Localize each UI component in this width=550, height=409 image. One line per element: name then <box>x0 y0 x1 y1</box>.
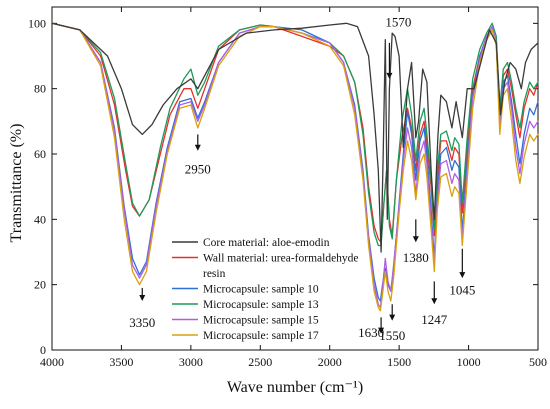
legend-label-3: Microcapsule: sample 10 <box>203 284 319 296</box>
y-tick-label: 80 <box>34 82 46 96</box>
y-tick-label: 100 <box>28 16 46 30</box>
legend-label-4: Microcapsule: sample 13 <box>203 299 319 311</box>
legend-label-2-cont: resin <box>203 268 226 280</box>
legend-label-6: Microcapsule: sample 17 <box>203 330 319 342</box>
annotation-label: 1380 <box>403 250 429 265</box>
annotation-label: 3350 <box>129 315 155 330</box>
series-layer <box>51 22 539 312</box>
legend-label-1: Core material: aloe-emodin <box>203 237 330 249</box>
annotation-arrowhead <box>194 144 201 151</box>
annotation-arrowhead <box>431 298 438 305</box>
annotation-label: 1630 <box>358 325 384 340</box>
series-line-6 <box>51 22 539 312</box>
annotation-arrowhead <box>459 272 466 279</box>
axes: 4000 3500 3000 2500 2000 1500 1000 500 0 20 40 60 80… <box>28 6 547 369</box>
annotation-arrowhead <box>386 72 393 79</box>
y-tick-label: 40 <box>34 212 46 226</box>
legend-label-5: Microcapsule: sample 15 <box>203 315 319 327</box>
x-tick-label: 3500 <box>109 355 133 369</box>
y-tick-label: 60 <box>34 147 46 161</box>
x-tick-label: 500 <box>529 355 547 369</box>
annotation-label: 1247 <box>421 312 448 327</box>
annotation-label: 1550 <box>379 328 405 343</box>
series-line-1 <box>51 22 539 253</box>
x-axis-label: Wave number (cm⁻¹) <box>227 379 363 396</box>
series-line-4 <box>51 22 539 247</box>
plot-frame <box>51 6 539 351</box>
annotation-arrowhead <box>378 327 385 334</box>
x-tick-label: 4000 <box>40 355 64 369</box>
y-axis-label: Transmittance (%) <box>8 124 25 243</box>
annotation-label: 1045 <box>449 282 475 297</box>
x-tick-label: 1000 <box>457 355 481 369</box>
x-tick-label: 2500 <box>248 355 272 369</box>
annotation-arrowhead <box>412 236 419 243</box>
annotation-arrowhead <box>389 314 396 321</box>
x-tick-label: 1500 <box>387 355 411 369</box>
annotation-label: 1570 <box>385 15 411 30</box>
annotation-label: 2950 <box>185 162 211 177</box>
x-tick-label: 2000 <box>318 355 342 369</box>
y-tick-label: 20 <box>34 278 46 292</box>
annotation-arrowhead <box>139 295 146 301</box>
legend-label-2: Wall material: urea-formaldehyde <box>203 253 359 265</box>
legend: Core material: aloe-emodin Wall material:… <box>172 237 359 342</box>
y-tick-label: 0 <box>40 343 46 357</box>
x-tick-label: 3000 <box>179 355 203 369</box>
